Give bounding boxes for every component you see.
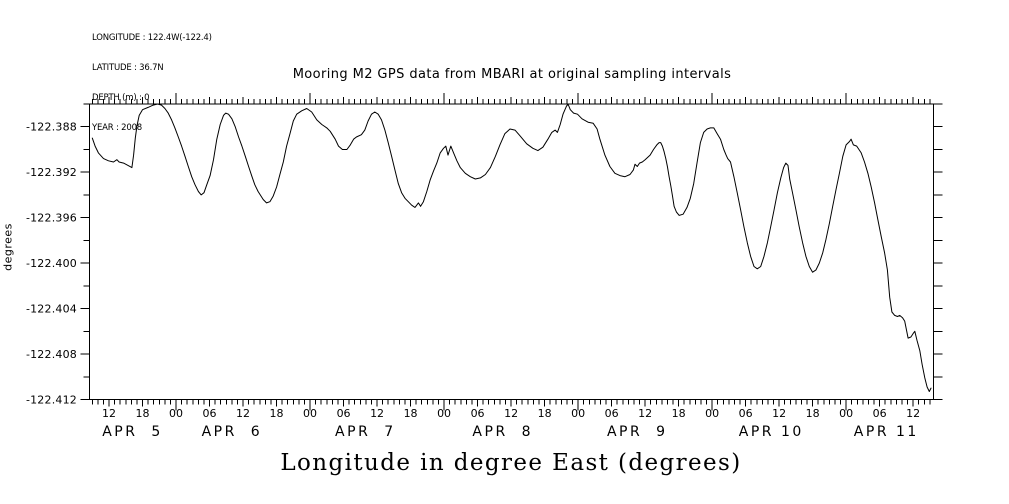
- x-hour-label: 06: [605, 407, 619, 420]
- x-axis-title: Longitude in degree East (degrees): [280, 450, 742, 476]
- data-line: [91, 103, 932, 392]
- x-hour-label: 12: [504, 407, 518, 420]
- info-year: YEAR : 2008: [92, 123, 142, 133]
- x-hour-label: 18: [136, 407, 150, 420]
- x-hour-label: 00: [303, 407, 317, 420]
- x-date-label: APR 11: [854, 424, 919, 440]
- x-date-label: APR 5: [102, 424, 163, 440]
- x-date-label: APR 10: [739, 424, 804, 440]
- x-hour-label: 12: [772, 407, 786, 420]
- x-hour-label: 06: [471, 407, 485, 420]
- x-hour-label: 00: [571, 407, 585, 420]
- x-hour-label: 12: [370, 407, 384, 420]
- info-longitude: LONGITUDE : 122.4W(-122.4): [92, 33, 212, 43]
- y-tick-label: -122.408: [26, 348, 77, 361]
- x-hour-label: 00: [437, 407, 451, 420]
- x-hour-label: 00: [169, 407, 183, 420]
- x-axis-ticks-bottom: [91, 399, 931, 411]
- x-axis-ticks-top: [91, 93, 931, 104]
- y-tick-label: -122.392: [26, 166, 77, 179]
- x-hour-label: 18: [538, 407, 552, 420]
- x-date-labels: APR 5 APR 6 APR 7 APR 8 APR 9 APR 10 APR 11: [102, 424, 919, 440]
- x-date-label: APR 8: [472, 424, 533, 440]
- info-depth: DEPTH (m) : 0: [92, 93, 150, 103]
- x-hour-label: 18: [806, 407, 820, 420]
- x-hour-label: 06: [873, 407, 887, 420]
- x-hour-label: 18: [404, 407, 418, 420]
- y-tick-label: -122.400: [26, 257, 77, 270]
- plot-frame: [89, 103, 934, 400]
- y-tick-label: -122.404: [26, 303, 77, 316]
- x-hour-label: 18: [270, 407, 284, 420]
- x-hour-label: 12: [102, 407, 116, 420]
- x-hour-label: 00: [705, 407, 719, 420]
- x-hour-label: 06: [739, 407, 753, 420]
- header-info-block: LONGITUDE : 122.4W(-122.4) LATITUDE : 36…: [92, 13, 212, 153]
- x-hour-labels: 12 18 00 06 12 18 00 06 12 18 00 06 12 18 00 06 12 18 00 06…: [102, 407, 920, 420]
- x-hour-label: 12: [638, 407, 652, 420]
- x-hour-label: 00: [839, 407, 853, 420]
- y-tick-labels: -122.388 -122.392 -122.396 -122.400 -122.404…: [26, 121, 77, 407]
- chart-title: Mooring M2 GPS data from MBARI at origin…: [292, 67, 732, 82]
- x-hour-label: 12: [906, 407, 920, 420]
- y-tick-label: -122.412: [26, 394, 77, 407]
- info-latitude: LATITUDE : 36.7N: [92, 63, 164, 73]
- y-axis-ticks-right: [933, 103, 943, 400]
- y-tick-label: -122.396: [26, 212, 77, 225]
- x-hour-label: 12: [236, 407, 250, 420]
- x-date-label: APR 9: [607, 424, 668, 440]
- x-date-label: APR 7: [335, 424, 396, 440]
- x-hour-label: 18: [672, 407, 686, 420]
- x-hour-label: 06: [203, 407, 217, 420]
- y-tick-label: -122.388: [26, 121, 77, 134]
- x-hour-label: 06: [337, 407, 351, 420]
- y-axis-ticks-left: [80, 103, 90, 400]
- x-date-label: APR 6: [202, 424, 263, 440]
